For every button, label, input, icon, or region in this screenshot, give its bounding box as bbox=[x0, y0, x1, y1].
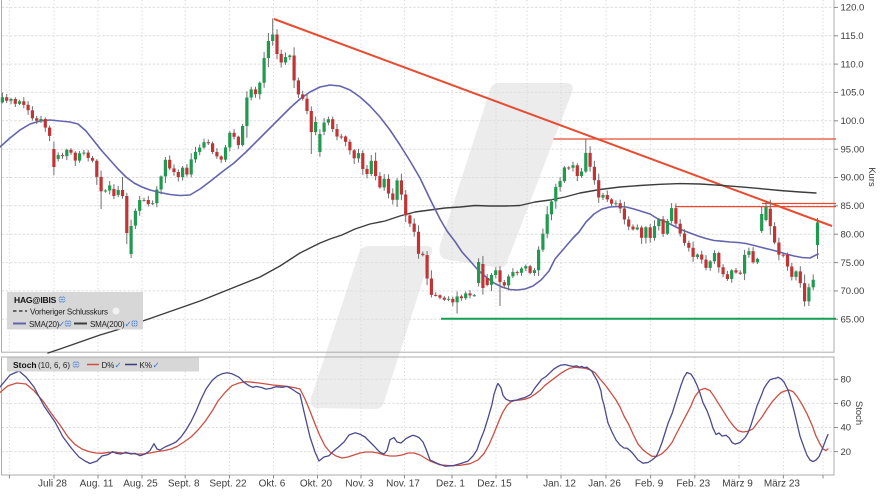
svg-text:SMA(20): SMA(20) bbox=[29, 320, 60, 329]
svg-text:Stoch: Stoch bbox=[853, 401, 864, 425]
svg-text:März 23: März 23 bbox=[764, 479, 801, 490]
svg-text:70.00: 70.00 bbox=[841, 286, 865, 297]
svg-text:✓: ✓ bbox=[125, 319, 132, 329]
svg-text:D%: D% bbox=[102, 361, 115, 370]
svg-text:110.0: 110.0 bbox=[841, 59, 864, 70]
svg-text:115.0: 115.0 bbox=[841, 31, 864, 42]
svg-text:Nov. 17: Nov. 17 bbox=[386, 479, 420, 490]
svg-text:Kurs: Kurs bbox=[866, 167, 877, 187]
svg-text:100.0: 100.0 bbox=[841, 116, 865, 127]
svg-text:Jan. 12: Jan. 12 bbox=[543, 479, 576, 490]
svg-text:Dez. 1: Dez. 1 bbox=[436, 479, 465, 490]
svg-text:✓: ✓ bbox=[153, 360, 160, 370]
svg-text:80.00: 80.00 bbox=[841, 229, 865, 240]
svg-text:Okt. 6: Okt. 6 bbox=[259, 479, 286, 490]
svg-text:Stoch: Stoch bbox=[13, 360, 37, 370]
svg-text:Juli 28: Juli 28 bbox=[38, 479, 67, 490]
svg-text:120.0: 120.0 bbox=[841, 3, 865, 14]
svg-text:März 9: März 9 bbox=[722, 479, 753, 490]
svg-text:Nov. 3: Nov. 3 bbox=[345, 479, 374, 490]
svg-text:90.00: 90.00 bbox=[841, 173, 865, 184]
svg-text:(10, 6, 6): (10, 6, 6) bbox=[38, 361, 70, 370]
svg-text:HAG@IBIS: HAG@IBIS bbox=[14, 295, 57, 305]
svg-text:✓: ✓ bbox=[58, 319, 65, 329]
svg-text:Aug. 11: Aug. 11 bbox=[80, 479, 114, 490]
svg-text:Sept. 22: Sept. 22 bbox=[209, 479, 247, 490]
svg-text:Aug. 25: Aug. 25 bbox=[123, 479, 158, 490]
svg-text:60: 60 bbox=[841, 399, 852, 410]
svg-text:75.00: 75.00 bbox=[841, 258, 865, 269]
svg-text:Feb. 9: Feb. 9 bbox=[635, 479, 664, 490]
svg-text:105.0: 105.0 bbox=[841, 88, 865, 99]
svg-text:K%: K% bbox=[140, 361, 152, 370]
svg-text:40: 40 bbox=[841, 423, 852, 434]
svg-text:Jan. 26: Jan. 26 bbox=[588, 479, 621, 490]
svg-text:Okt. 20: Okt. 20 bbox=[300, 479, 333, 490]
svg-text:80: 80 bbox=[841, 375, 852, 386]
svg-text:Feb. 23: Feb. 23 bbox=[676, 479, 710, 490]
svg-text:✓: ✓ bbox=[115, 360, 122, 370]
svg-text:SMA(200): SMA(200) bbox=[90, 320, 125, 329]
svg-text:65.00: 65.00 bbox=[841, 314, 865, 325]
svg-text:95.00: 95.00 bbox=[841, 144, 865, 155]
svg-text:Vorheriger Schlusskurs: Vorheriger Schlusskurs bbox=[30, 308, 108, 317]
svg-text:85.00: 85.00 bbox=[841, 201, 865, 212]
svg-text:Dez. 15: Dez. 15 bbox=[477, 479, 512, 490]
svg-text:20: 20 bbox=[841, 447, 852, 458]
svg-text:Sept. 8: Sept. 8 bbox=[168, 479, 200, 490]
